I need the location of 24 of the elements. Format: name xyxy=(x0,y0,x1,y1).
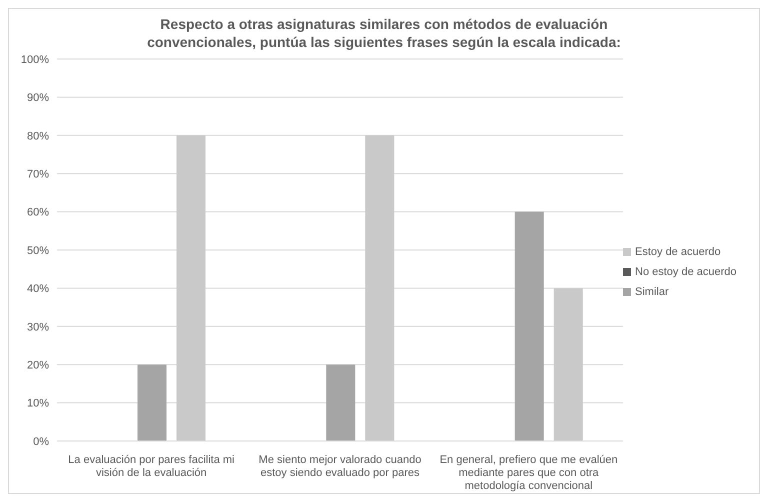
y-tick-label: 0% xyxy=(33,436,50,448)
bar xyxy=(176,135,206,441)
y-tick-label: 10% xyxy=(26,398,50,410)
y-tick-label: 20% xyxy=(26,360,50,372)
bar xyxy=(326,364,356,441)
legend-label: Estoy de acuerdo xyxy=(635,246,721,258)
bar xyxy=(365,135,394,441)
y-tick-label: 90% xyxy=(26,92,50,104)
y-tick-label: 40% xyxy=(26,283,50,296)
bar xyxy=(138,364,167,441)
y-tick-label: 50% xyxy=(26,244,50,257)
legend-label: No estoy de acuerdo xyxy=(635,266,737,278)
legend-label: Similar xyxy=(635,286,669,298)
bar xyxy=(514,212,544,441)
chart-title: Respecto a otras asignaturas similares con métodos de evaluación convencionales, puntúa las siguientes frases según la escala indicada: xyxy=(146,15,622,51)
x-tick-label: En general, prefiero que me evalúen mediante pares que con otra metodología convencional xyxy=(440,454,618,492)
x-tick-label: La evaluación por pares facilita mi visión de la evaluación xyxy=(68,454,234,479)
y-tick-label: 80% xyxy=(26,130,50,142)
y-tick-label: 60% xyxy=(26,206,50,219)
bar xyxy=(554,288,583,441)
x-tick-label: Me siento mejor valorado cuando estoy siendo evaluado por pares xyxy=(258,454,422,479)
y-tick-label: 30% xyxy=(26,321,50,334)
y-tick-label: 70% xyxy=(26,168,50,181)
y-tick-label: 100% xyxy=(20,54,50,66)
